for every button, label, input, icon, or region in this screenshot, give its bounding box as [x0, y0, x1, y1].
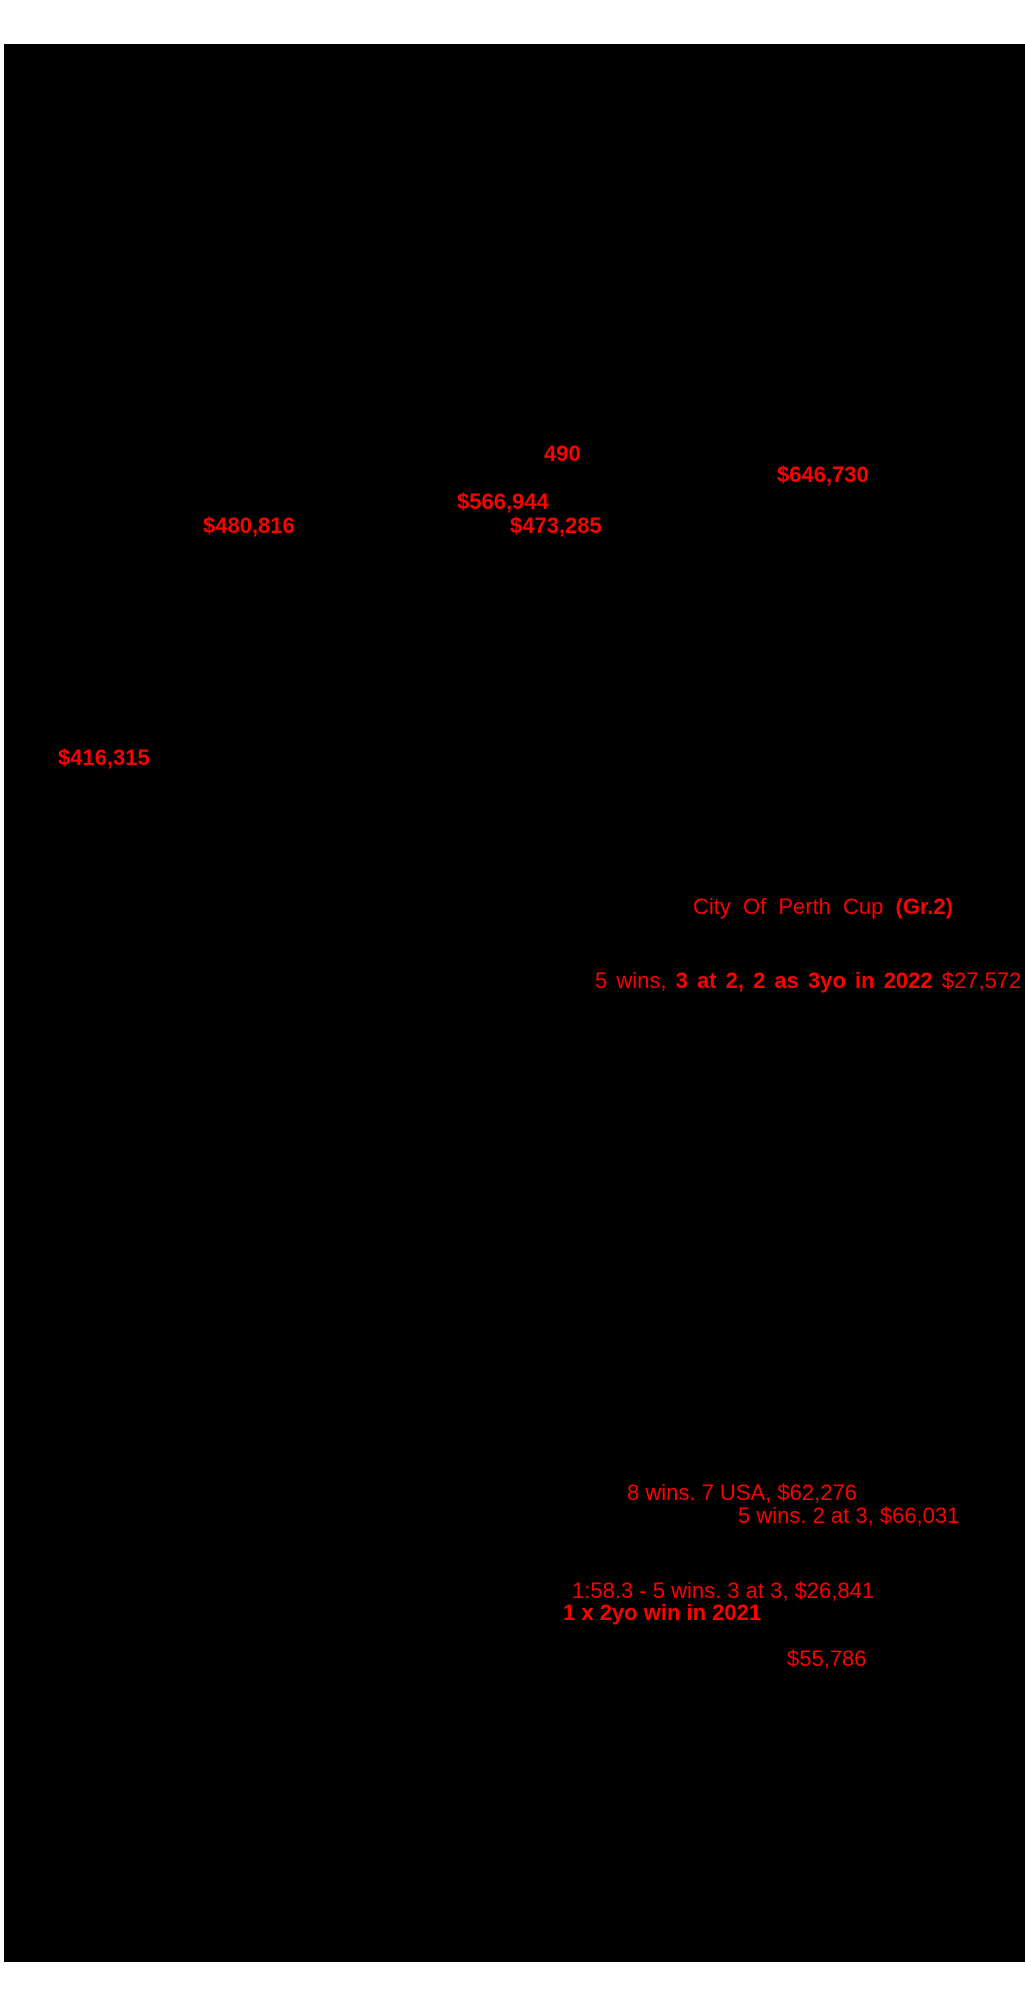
race-group-badge: (Gr.2) — [895, 894, 953, 919]
note-race-name: City Of Perth Cup (Gr.2) — [693, 896, 953, 918]
wins-record-prefix: 5 wins, — [595, 968, 676, 993]
wins-record-earnings: $27,572 — [932, 968, 1022, 993]
note-wins-record-26841: 1:58.3 - 5 wins. 3 at 3, $26,841 — [572, 1578, 875, 1603]
note-2yo-win-2021: 1 x 2yo win in 2021 — [563, 1600, 762, 1625]
note-wins-record-usa: 8 wins. 7 USA, $62,276 — [627, 1480, 857, 1505]
note-earnings-566944: $566,944 — [457, 489, 549, 514]
redacted-content-block — [4, 44, 1025, 1962]
note-wins-record-2022: 5 wins, 3 at 2, 2 as 3yo in 2022 $27,572 — [595, 970, 1021, 992]
note-earnings-646730: $646,730 — [777, 462, 869, 487]
note-foal-count: 490 — [544, 441, 581, 466]
note-wins-record-66031: 5 wins. 2 at 3, $66,031 — [738, 1503, 960, 1528]
note-earnings-480816: $480,816 — [203, 513, 295, 538]
note-earnings-473285: $473,285 — [510, 513, 602, 538]
race-name-text: City Of Perth Cup — [693, 894, 896, 919]
note-earnings-416315: $416,315 — [58, 745, 150, 770]
note-earnings-55786: $55,786 — [787, 1646, 867, 1671]
wins-record-highlight: 3 at 2, 2 as 3yo in 2022 — [675, 968, 933, 993]
